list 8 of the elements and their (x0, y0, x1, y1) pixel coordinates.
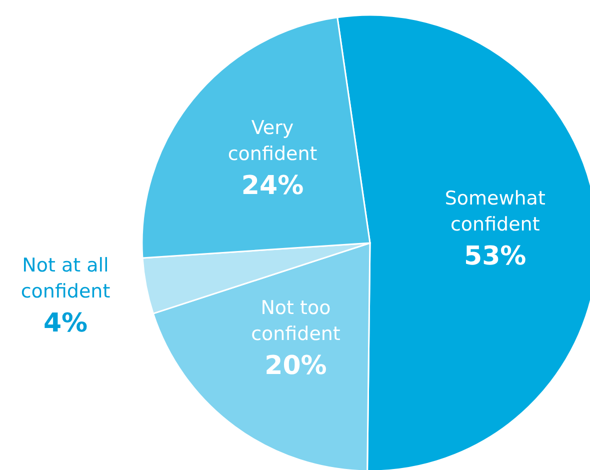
slice-label: Not too confident (251, 297, 340, 346)
data-label: 53% (464, 242, 526, 272)
data-label: 4% (43, 308, 88, 339)
slice-label: Somewhat confident (444, 188, 546, 236)
slice-label: Very confident (228, 117, 318, 166)
data-label: 20% (264, 351, 327, 382)
data-label: 24% (241, 171, 304, 202)
slice-label: Not at all confident (20, 254, 110, 303)
